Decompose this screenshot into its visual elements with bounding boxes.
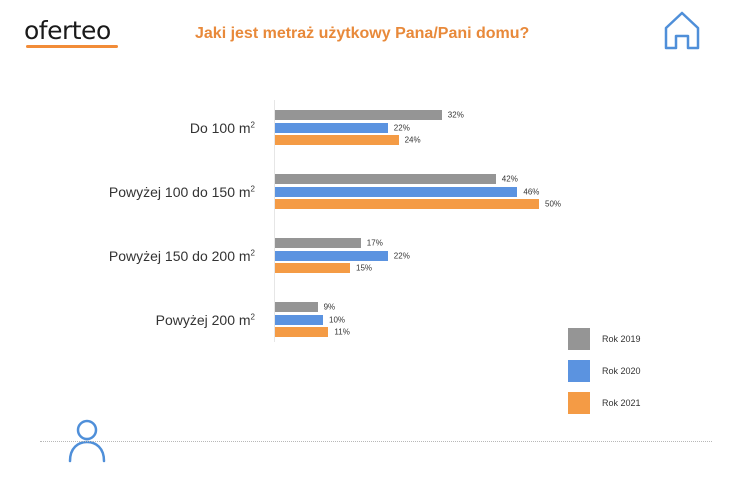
category-label: Powyżej 200 m2 [156, 312, 255, 328]
chart-title: Jaki jest metraż użytkowy Pana/Pani domu… [195, 25, 530, 42]
bar [275, 199, 539, 209]
legend-label: Rok 2019 [602, 334, 641, 344]
data-label: 11% [334, 327, 350, 337]
bar [275, 263, 350, 273]
data-label: 22% [393, 251, 410, 260]
house-icon [664, 11, 700, 50]
legend-label: Rok 2021 [602, 398, 641, 408]
data-label: 10% [329, 315, 346, 324]
data-label: 46% [523, 187, 540, 196]
category-label-text: Powyżej 200 m [155, 311, 251, 328]
person-icon [68, 419, 106, 463]
category-label-sup: 2 [250, 183, 255, 193]
category-label-sup: 2 [250, 247, 255, 257]
bar [275, 238, 361, 248]
bar [275, 327, 329, 337]
category-label-text: Powyżej 100 do 150 m [108, 183, 251, 200]
legend-swatch [568, 328, 590, 350]
category-axis [274, 100, 275, 342]
bar [275, 122, 388, 133]
data-label: 50% [545, 199, 562, 209]
bar [275, 110, 442, 120]
footer-divider [40, 441, 712, 442]
category-label-text: Powyżej 150 do 200 m [108, 247, 251, 264]
category-label-text: Do 100 m [189, 119, 251, 136]
bar [275, 302, 318, 312]
data-label: 24% [404, 135, 421, 145]
bar [275, 135, 399, 145]
data-label: 9% [323, 302, 336, 312]
legend-label: Rok 2020 [602, 366, 641, 376]
brand-logo: oferteo [24, 16, 111, 45]
bar [275, 174, 496, 184]
category-label: Powyżej 150 do 200 m2 [109, 248, 255, 264]
data-label: 17% [366, 238, 383, 248]
category-label: Do 100 m2 [190, 120, 255, 136]
bar [275, 314, 323, 325]
legend-swatch [568, 360, 590, 382]
data-label: 15% [356, 263, 373, 273]
logo-underline [26, 45, 118, 48]
category-label-sup: 2 [250, 119, 255, 129]
bar [275, 250, 388, 261]
bar [275, 186, 518, 197]
legend-swatch [568, 392, 590, 414]
data-label: 42% [501, 174, 518, 184]
data-label: 32% [447, 110, 464, 120]
category-label: Powyżej 100 do 150 m2 [109, 184, 255, 200]
category-label-sup: 2 [250, 311, 255, 321]
data-label: 22% [393, 123, 410, 132]
